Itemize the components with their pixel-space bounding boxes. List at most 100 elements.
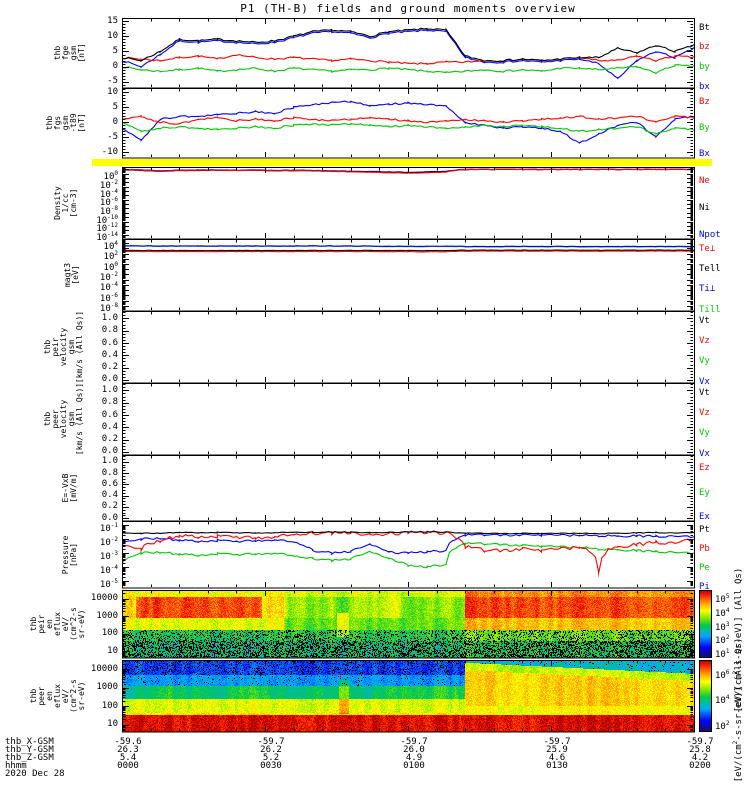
y-tick-label: 0.0 — [101, 512, 118, 523]
y-tick-label: 10-5 — [99, 577, 118, 590]
y-tick-label: 10-14 — [96, 231, 118, 244]
legend-Vx: Vx — [699, 376, 710, 387]
bottom-row-value: 4.6 — [548, 753, 566, 763]
legend-Ni: Ni — [699, 203, 710, 214]
y-tick-label: 10 — [107, 645, 118, 656]
legend-by: by — [699, 62, 710, 72]
legend-Vy: Vy — [699, 428, 710, 439]
bottom-row-value: 25.9 — [546, 745, 568, 755]
y-tick-label: 10-1 — [99, 521, 118, 534]
bottom-row-label: thb_Y-GSM — [5, 745, 54, 755]
y-tick-label: 0.4 — [101, 490, 118, 501]
y-tick-label: 15 — [107, 15, 118, 26]
panel-fgs-canvas — [122, 88, 695, 159]
y-tick-label: 10-3 — [99, 549, 118, 562]
bottom-row-value: 5.2 — [262, 753, 280, 763]
legend-Till: Till — [699, 304, 721, 315]
y-tick-label: 1.0 — [101, 384, 118, 395]
bottom-row-label: hhmm — [5, 761, 27, 771]
colorbar-tick-label: 104 — [715, 694, 730, 707]
y-tick-label: 0.2 — [101, 434, 118, 445]
legend-Pe: Pe — [699, 562, 710, 573]
legend-Ne: Ne — [699, 176, 710, 187]
legend-Vt: Vt — [699, 388, 710, 399]
legend-Ti⊥: Ti⊥ — [699, 284, 716, 295]
data-coverage-highlight-bar — [92, 159, 712, 166]
y-tick-label: 0.6 — [101, 409, 118, 420]
y-tick-label: 100 — [103, 260, 118, 273]
date-label: 2020 Dec 28 — [5, 769, 65, 779]
colorbar-ion — [699, 590, 712, 658]
plot-title: P1 (TH-B) fields and ground moments over… — [240, 2, 576, 15]
bottom-row-value: 0000 — [117, 761, 139, 771]
bottom-row-value: 0130 — [546, 761, 568, 771]
colorbar-unit-label: [eV/(cm2-s-sr-eV)] (All Qs) — [732, 637, 744, 783]
legend-By: By — [699, 122, 710, 133]
legend-Bt: Bt — [699, 22, 710, 33]
legend-Bx: Bx — [699, 148, 710, 159]
y-tick-label: 10-4 — [99, 563, 118, 576]
y-tick-label: -5 — [107, 76, 118, 87]
y-tick-label: 1000 — [96, 610, 118, 621]
y-tick-label: 10-10 — [96, 213, 118, 226]
legend-Vy: Vy — [699, 356, 710, 367]
y-tick-label: -10 — [101, 146, 118, 157]
y-tick-label: 10-2 — [99, 270, 118, 283]
legend-bx: bx — [699, 81, 710, 92]
bottom-row-value: -59.7 — [543, 737, 571, 747]
bottom-row-value: 26.2 — [260, 745, 282, 755]
y-tick-label: 10-4 — [99, 281, 118, 294]
colorbar-tick-label: 105 — [715, 593, 730, 606]
y-tick-label: 0.8 — [101, 397, 118, 408]
legend-Vz: Vz — [699, 336, 710, 347]
bottom-row-value: 0100 — [403, 761, 425, 771]
y-tick-label: 0 — [112, 61, 118, 72]
panel-ion-canvas — [122, 590, 695, 659]
y-tick-label: 10 — [107, 719, 118, 730]
y-tick-label: 0.8 — [101, 325, 118, 336]
legend-Ey: Ey — [699, 487, 710, 498]
y-tick-label: 10 — [107, 30, 118, 41]
y-tick-label: 100 — [103, 170, 118, 183]
y-tick-label: 0.2 — [101, 362, 118, 373]
y-tick-label: 102 — [103, 250, 118, 263]
legend-Vz: Vz — [699, 408, 710, 419]
legend-Vt: Vt — [699, 316, 710, 327]
y-tick-label: 10000 — [90, 663, 118, 674]
y-tick-label: 0.4 — [101, 421, 118, 432]
panel-vperi-canvas — [122, 311, 695, 384]
legend-Bz: Bz — [699, 97, 710, 107]
legend-Ex: Ex — [699, 512, 710, 523]
colorbar-tick-label: 104 — [715, 606, 730, 619]
y-tick-label: 10-8 — [99, 204, 118, 217]
y-tick-label: 10-2 — [99, 535, 118, 548]
bottom-row-value: 5.4 — [119, 753, 137, 763]
legend-bz: bz — [699, 42, 710, 53]
y-tick-label: 10-6 — [99, 196, 118, 209]
y-tick-label: 100 — [101, 628, 118, 639]
colorbar-tick-label: 102 — [715, 634, 730, 647]
y-tick-label: 10-6 — [99, 291, 118, 304]
panel-magt3-canvas — [122, 239, 695, 312]
y-tick-label: 0.6 — [101, 337, 118, 348]
y-tick-label: 10 — [107, 86, 118, 97]
legend-Tell: Tell — [699, 264, 721, 275]
bottom-row-value: -59.6 — [114, 737, 142, 747]
bottom-row-value: 4.2 — [691, 753, 709, 763]
y-tick-label: 0.2 — [101, 501, 118, 512]
y-tick-label: 1.0 — [101, 456, 118, 467]
y-tick-label: 100 — [101, 700, 118, 711]
bottom-row-value: -59.7 — [257, 737, 285, 747]
y-tick-label: 10-2 — [99, 178, 118, 191]
bottom-row-label: thb_Z-GSM — [5, 753, 54, 763]
panel-pressure-canvas — [122, 521, 695, 589]
y-tick-label: 5 — [112, 101, 118, 112]
legend-Pi: Pi — [699, 581, 710, 592]
colorbar-tick-label: 103 — [715, 620, 730, 633]
panel-efield-canvas — [122, 455, 695, 522]
bottom-row-value: 0200 — [689, 761, 711, 771]
y-tick-label: 0.8 — [101, 467, 118, 478]
y-tick-label: 1.0 — [101, 312, 118, 323]
y-tick-label: 0.0 — [101, 374, 118, 385]
